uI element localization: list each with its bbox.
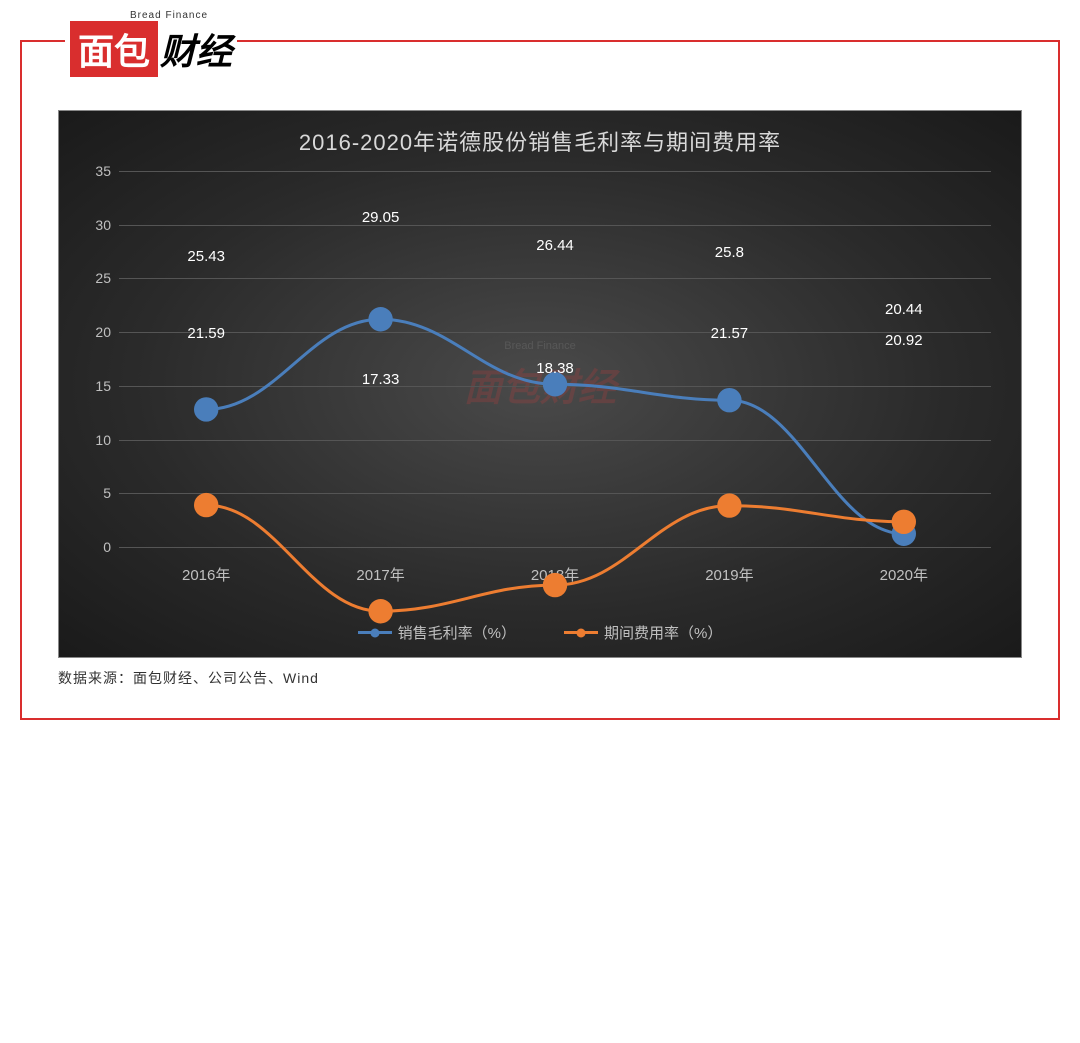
data-label: 29.05 — [362, 209, 400, 226]
legend-swatch — [564, 631, 598, 634]
data-marker — [194, 493, 218, 517]
data-marker — [194, 397, 218, 421]
data-source: 数据来源：面包财经、公司公告、Wind — [58, 668, 319, 688]
y-axis-label: 30 — [75, 217, 111, 233]
outer-frame: 2016-2020年诺德股份销售毛利率与期间费用率 Bread Finance … — [20, 40, 1060, 720]
y-axis-label: 5 — [75, 485, 111, 501]
data-marker — [368, 599, 392, 623]
legend-label: 销售毛利率（%） — [398, 622, 516, 643]
data-label: 20.92 — [885, 332, 923, 349]
data-label: 21.57 — [711, 325, 749, 342]
data-marker — [717, 388, 741, 412]
legend-item: 销售毛利率（%） — [358, 622, 516, 643]
data-marker — [717, 493, 741, 517]
data-label: 18.38 — [536, 360, 574, 377]
y-axis-label: 15 — [75, 378, 111, 394]
data-label: 26.44 — [536, 237, 574, 254]
chart-container: 2016-2020年诺德股份销售毛利率与期间费用率 Bread Finance … — [58, 110, 1022, 658]
data-marker — [892, 510, 916, 534]
logo-red-text: 面包 — [70, 21, 158, 77]
data-label: 20.44 — [885, 301, 923, 318]
y-axis-label: 25 — [75, 270, 111, 286]
logo-subtitle: Bread Finance — [130, 10, 232, 21]
data-label: 17.33 — [362, 371, 400, 388]
legend-swatch — [358, 631, 392, 634]
logo-black-text: 财经 — [160, 23, 232, 75]
series-line — [206, 319, 904, 534]
y-axis-label: 0 — [75, 539, 111, 555]
legend-marker — [370, 628, 379, 637]
chart-svg — [119, 171, 991, 1043]
legend-marker — [577, 628, 586, 637]
chart-title: 2016-2020年诺德股份销售毛利率与期间费用率 — [59, 111, 1021, 165]
data-marker — [368, 307, 392, 331]
plot-area: 051015202530352016年2017年2018年2019年2020年2… — [119, 171, 991, 547]
data-label: 21.59 — [187, 325, 225, 342]
data-label: 25.8 — [715, 244, 744, 261]
legend-item: 期间费用率（%） — [564, 622, 722, 643]
y-axis-label: 35 — [75, 163, 111, 179]
brand-logo: Bread Finance 面包 财经 — [65, 10, 237, 77]
y-axis-label: 20 — [75, 324, 111, 340]
legend: 销售毛利率（%） 期间费用率（%） — [59, 621, 1021, 643]
legend-label: 期间费用率（%） — [604, 622, 722, 643]
data-marker — [543, 573, 567, 597]
data-label: 25.43 — [187, 248, 225, 265]
y-axis-label: 10 — [75, 432, 111, 448]
